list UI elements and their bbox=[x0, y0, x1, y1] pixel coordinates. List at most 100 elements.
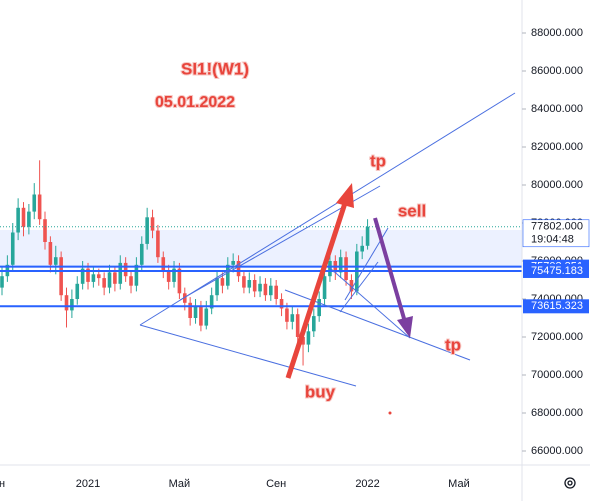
annotation: SI1!(W1) bbox=[181, 59, 249, 78]
y-tick-label: 82000.000 bbox=[531, 141, 583, 153]
arrows bbox=[285, 183, 413, 379]
y-tick-label: 88000.000 bbox=[531, 27, 583, 39]
zone bbox=[0, 230, 522, 268]
y-tick-label: 68000.000 bbox=[531, 407, 583, 419]
candle-body bbox=[295, 314, 300, 337]
candle-body bbox=[156, 230, 160, 258]
countdown: 19:04:48 bbox=[531, 234, 574, 246]
candle-body bbox=[285, 308, 289, 322]
y-tick-label: 84000.000 bbox=[531, 103, 583, 115]
candle-body bbox=[225, 264, 230, 286]
level-label: 75475.183 bbox=[531, 265, 583, 277]
candle-body bbox=[27, 211, 31, 227]
candle-body bbox=[0, 276, 4, 288]
candle-body bbox=[16, 207, 20, 233]
candle-body bbox=[139, 243, 144, 265]
x-tick-label: 2022 bbox=[355, 478, 379, 490]
candle-body bbox=[274, 285, 278, 299]
candle-body bbox=[172, 268, 176, 282]
candle-body bbox=[161, 257, 166, 271]
candle-body bbox=[86, 268, 90, 282]
candle-body bbox=[220, 278, 225, 286]
settings-icon[interactable] bbox=[564, 477, 576, 489]
candle-body bbox=[107, 272, 112, 288]
candle-body bbox=[258, 283, 262, 292]
candle-body bbox=[338, 257, 343, 273]
y-tick-label: 80000.000 bbox=[531, 179, 583, 191]
candle-body bbox=[301, 336, 305, 345]
plot bbox=[0, 160, 522, 366]
candle-body bbox=[113, 272, 117, 284]
candle-body bbox=[75, 283, 80, 299]
candle-body bbox=[199, 306, 203, 326]
candle-body bbox=[53, 257, 58, 265]
candle-body bbox=[236, 260, 241, 277]
candle-body bbox=[360, 245, 364, 252]
candle-body bbox=[231, 260, 235, 265]
level-box bbox=[523, 299, 589, 314]
candle-body bbox=[204, 308, 209, 326]
x-tick-label: н bbox=[0, 478, 5, 490]
candle-body bbox=[43, 219, 47, 242]
candle-body bbox=[349, 279, 354, 292]
x-tick-label: Сен bbox=[266, 478, 286, 490]
candle-body bbox=[247, 279, 252, 288]
candle-body bbox=[129, 276, 133, 286]
annotation: sell bbox=[398, 201, 426, 220]
candle-body bbox=[306, 331, 311, 345]
level-box bbox=[523, 263, 589, 278]
candle-body bbox=[188, 302, 192, 318]
candle-body bbox=[134, 264, 139, 286]
candle-body bbox=[215, 278, 219, 296]
candle-body bbox=[177, 268, 182, 294]
candle-body bbox=[64, 295, 69, 311]
candle-body bbox=[242, 276, 246, 288]
candle-body bbox=[193, 306, 198, 318]
last-price-label: 77802.000 bbox=[531, 221, 583, 233]
y-tick-label: 86000.000 bbox=[531, 65, 583, 77]
candle-body bbox=[252, 279, 257, 292]
candle-body bbox=[166, 270, 171, 282]
last-price-box bbox=[522, 219, 590, 248]
trend-lines bbox=[139, 92, 516, 387]
candle-body bbox=[263, 283, 268, 296]
x-tick-label: 2021 bbox=[76, 478, 100, 490]
level-label: 73615.323 bbox=[531, 300, 583, 312]
candle-body bbox=[102, 278, 106, 288]
candle-body bbox=[37, 194, 42, 220]
candle-body bbox=[21, 207, 26, 227]
candle-body bbox=[322, 276, 327, 299]
candle-body bbox=[59, 257, 63, 296]
candle-body bbox=[32, 194, 37, 212]
candle-body bbox=[290, 314, 295, 322]
candle-body bbox=[91, 274, 96, 282]
candle-body bbox=[70, 298, 74, 311]
annotation: tp bbox=[445, 335, 461, 354]
y-tick-label: 66000.000 bbox=[531, 445, 583, 457]
price-axis: 66000.00068000.00070000.00072000.0007400… bbox=[522, 27, 590, 457]
candle-body bbox=[209, 295, 214, 309]
candle-body bbox=[10, 232, 15, 265]
x-tick-label: Май bbox=[448, 478, 470, 490]
candle-body bbox=[182, 293, 187, 303]
candle-body bbox=[123, 262, 128, 277]
candle-body bbox=[344, 257, 348, 280]
y-tick-label: 70000.000 bbox=[531, 369, 583, 381]
candle-body bbox=[80, 268, 85, 284]
annotation: buy bbox=[305, 382, 336, 401]
candle-body bbox=[317, 298, 321, 317]
candle-body bbox=[118, 262, 123, 284]
candle-body bbox=[96, 274, 101, 279]
x-tick-label: Май bbox=[169, 478, 191, 490]
annotation: 05.01.2022 bbox=[155, 94, 235, 111]
y-tick-label: 72000.000 bbox=[531, 331, 583, 343]
candle-body bbox=[48, 241, 53, 265]
candle-body bbox=[269, 285, 273, 296]
candle-body bbox=[312, 316, 316, 332]
candle-body bbox=[365, 226, 370, 246]
dot bbox=[388, 411, 392, 415]
annotation: tp bbox=[370, 151, 386, 170]
candle-body bbox=[150, 217, 155, 231]
candle-body bbox=[279, 298, 284, 309]
